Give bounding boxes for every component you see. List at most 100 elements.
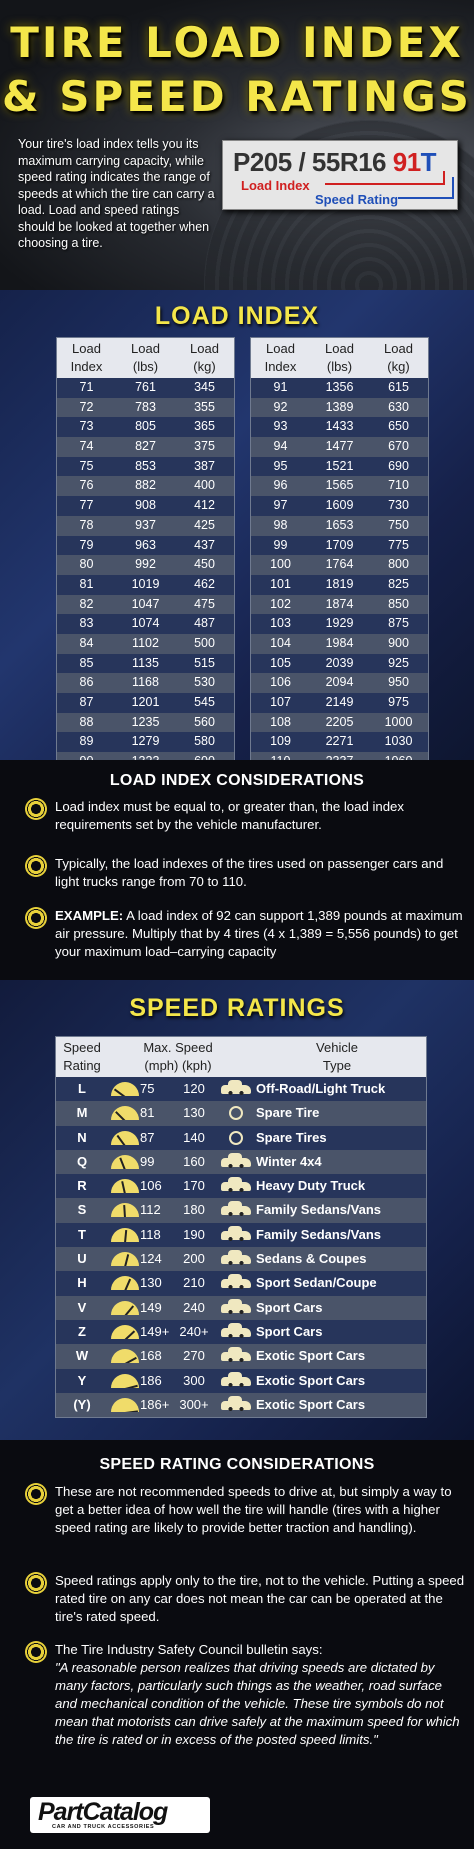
table-row: L 75 120 Off-Road/Light Truck (56, 1077, 426, 1102)
table-cell: 83 (79, 616, 94, 631)
table-cell: 82 (79, 596, 94, 611)
main-title-line1: TIRE LOAD INDEX (10, 18, 464, 67)
table-row: W 168 270 Exotic Sport Cars (56, 1344, 426, 1369)
table-cell: 94 (273, 439, 288, 454)
table-cell: 560 (194, 714, 215, 729)
table-row: 100 1764 800 (251, 555, 428, 575)
main-title-line2: & SPEED RATINGS (2, 72, 472, 121)
table-cell: 1477 (325, 439, 354, 454)
table-row: 79 963 437 (57, 535, 234, 556)
kph-cell: 130 (183, 1105, 205, 1121)
table-cell: 1102 (132, 635, 159, 650)
table-row: U 124 200 Sedans & Coupes (56, 1247, 426, 1272)
suv-icon (221, 1152, 251, 1168)
table-row: 77 908 412 (57, 496, 234, 516)
table-row: 76 882 400 (57, 476, 234, 497)
vehicle-type-cell: Sedans & Coupes (256, 1251, 367, 1267)
speed-consideration-item: These are not recommended speeds to driv… (25, 1483, 465, 1537)
table-cell: 99 (273, 537, 288, 552)
sports-car-icon (221, 1298, 251, 1314)
speedometer-icon (111, 1130, 139, 1145)
table-row: 106 2094 950 (251, 673, 428, 693)
table-cell: 81 (79, 576, 94, 591)
table-cell: 875 (388, 616, 409, 631)
table-cell: 365 (194, 419, 215, 434)
kph-cell: 300+ (179, 1396, 209, 1412)
truck-icon (221, 1177, 251, 1193)
table-cell: 975 (388, 695, 409, 709)
table-cell: 97 (273, 498, 288, 513)
header-vehicle-type: Vehicle Type (316, 1040, 358, 1073)
table-cell: 690 (388, 458, 409, 473)
load-header-cell: Load (kg) (384, 341, 413, 374)
table-cell: 1074 (131, 616, 160, 631)
speedometer-icon (111, 1324, 139, 1339)
table-cell: 487 (194, 616, 215, 631)
speed-rating-cell: L (78, 1081, 86, 1096)
table-cell: 1521 (325, 458, 354, 473)
load-consideration-item: EXAMPLE: A load index of 92 can support … (25, 907, 465, 961)
mph-cell: 81 (140, 1105, 155, 1121)
table-cell: 102 (270, 596, 291, 611)
table-row: 71 761 345 (57, 378, 234, 398)
sedan-icon (221, 1274, 251, 1290)
sedan-icon (221, 1225, 251, 1241)
table-cell: 963 (135, 537, 156, 552)
speed-rating-cell: Y (77, 1372, 87, 1388)
table-row: Q 99 160 Winter 4x4 (56, 1149, 426, 1175)
speed-rating-cell: Z (78, 1323, 86, 1339)
table-cell: 106 (270, 675, 291, 690)
speed-table-header: Speed Rating Max. Speed (mph) (kph) Vehi… (56, 1037, 426, 1077)
kph-cell: 200 (183, 1251, 205, 1267)
table-row: H 130 210 Sport Sedan/Coupe (56, 1271, 426, 1296)
vehicle-type-cell: Heavy Duty Truck (256, 1178, 366, 1194)
table-cell: 412 (194, 498, 215, 513)
table-cell: 88 (79, 714, 94, 729)
intro-text: Your tire's load index tells you its max… (18, 137, 215, 250)
table-cell: 2271 (325, 734, 354, 749)
table-cell: 1030 (384, 734, 413, 749)
table-cell: 992 (135, 557, 156, 572)
table-row: 105 2039 925 (251, 653, 428, 674)
vehicle-type-cell: Exotic Sport Cars (256, 1372, 366, 1388)
table-cell: 345 (194, 380, 215, 394)
vehicle-type-cell: Sport Sedan/Coupe (256, 1275, 377, 1291)
table-row: T 118 190 Family Sedans/Vans (56, 1222, 426, 1248)
speed-ratings-table: Speed Rating Max. Speed (mph) (kph) Vehi… (55, 1036, 427, 1419)
table-cell: 72 (79, 399, 94, 414)
tire-bullet-icon (25, 1483, 47, 1505)
table-cell: 78 (79, 517, 94, 532)
table-row: 81 1019 462 (57, 574, 234, 595)
partcatalog-logo[interactable]: PartCatalog CAR AND TRUCK ACCESSORIES (30, 1797, 210, 1833)
quote-intro: The Tire Industry Safety Council bulleti… (55, 1642, 323, 1657)
speed-rating-cell: T (78, 1226, 86, 1242)
tire-code: P205 / 55R16 91T (233, 147, 437, 177)
load-consideration-item: Typically, the load indexes of the tires… (25, 855, 465, 891)
kph-cell: 240+ (179, 1323, 209, 1339)
load-index-table-right: Load Index Load (lbs) Load (kg) 91 1356 615 92… (250, 337, 429, 773)
table-cell: 1609 (325, 498, 354, 513)
speed-considerations-title: SPEED RATING CONSIDERATIONS (99, 1456, 375, 1473)
speed-rating-cell: W (75, 1348, 89, 1364)
table-cell: 89 (79, 734, 94, 749)
quote-text: "A reasonable person realizes that drivi… (55, 1660, 460, 1747)
table-cell: 80 (79, 557, 94, 572)
sedan-icon (221, 1250, 251, 1266)
table-row: S 112 180 Family Sedans/Vans (56, 1198, 426, 1223)
table-row: 107 2149 975 (251, 693, 428, 713)
table-cell: 85 (79, 655, 94, 670)
table-cell: 1709 (325, 537, 354, 552)
table-row: 75 853 387 (57, 456, 234, 477)
load-considerations-title: LOAD INDEX CONSIDERATIONS (109, 772, 365, 789)
speed-rating-cell: (Y) (73, 1396, 91, 1412)
table-row: 104 1984 900 (251, 633, 428, 654)
table-row: (Y) 186+ 300+ Exotic Sport Cars (56, 1392, 426, 1418)
speed-considerations-section (0, 1440, 474, 1849)
mph-cell: 149 (140, 1299, 162, 1315)
table-cell: 1356 (325, 380, 354, 394)
table-cell: 800 (388, 557, 409, 572)
table-cell: 761 (135, 380, 156, 394)
table-cell: 545 (194, 695, 215, 709)
vehicle-type-cell: Spare Tires (256, 1129, 327, 1145)
speedometer-icon (111, 1082, 139, 1096)
